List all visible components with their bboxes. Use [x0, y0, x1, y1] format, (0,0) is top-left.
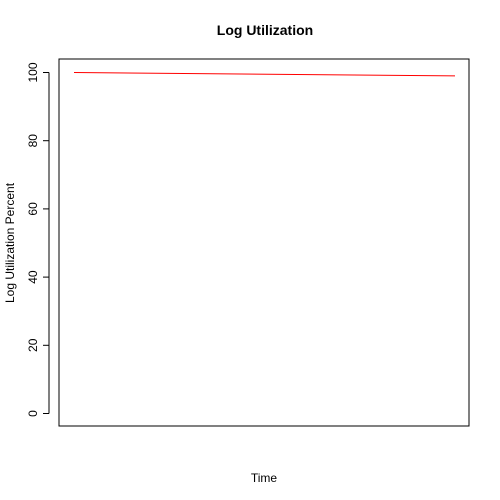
y-tick-label-0: 0: [26, 410, 40, 417]
y-tick-label-4: 80: [26, 134, 40, 148]
x-axis-label: Time: [251, 471, 278, 485]
chart-title: Log Utilization: [217, 22, 313, 38]
plot-frame: [58, 58, 470, 427]
y-tick-label-5: 100: [26, 62, 40, 82]
y-tick-label-2: 40: [26, 270, 40, 284]
series-line-0: [73, 72, 456, 77]
y-tick-label-1: 20: [26, 338, 40, 352]
y-tick-label-3: 60: [26, 202, 40, 216]
y-axis-label: Log Utilization Percent: [3, 182, 17, 303]
series-layer: [73, 72, 456, 77]
y-ticks: 0 20 40 60 80 100: [26, 62, 49, 417]
